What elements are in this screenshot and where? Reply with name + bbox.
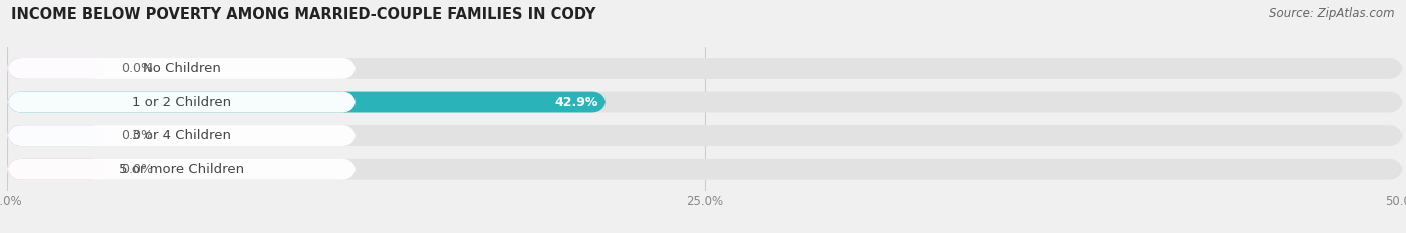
Text: 0.0%: 0.0% [121,163,153,176]
FancyBboxPatch shape [7,125,1403,146]
FancyBboxPatch shape [7,58,356,79]
Text: 5 or more Children: 5 or more Children [120,163,245,176]
FancyBboxPatch shape [7,159,1403,180]
Text: 0.0%: 0.0% [121,129,153,142]
Text: 0.0%: 0.0% [121,62,153,75]
FancyBboxPatch shape [7,159,356,180]
Text: 3 or 4 Children: 3 or 4 Children [132,129,231,142]
FancyBboxPatch shape [7,159,105,180]
Text: 42.9%: 42.9% [554,96,598,109]
Text: 1 or 2 Children: 1 or 2 Children [132,96,231,109]
Text: No Children: No Children [142,62,221,75]
FancyBboxPatch shape [7,58,105,79]
FancyBboxPatch shape [7,58,1403,79]
FancyBboxPatch shape [7,125,105,146]
FancyBboxPatch shape [7,92,356,113]
FancyBboxPatch shape [7,92,606,113]
Text: INCOME BELOW POVERTY AMONG MARRIED-COUPLE FAMILIES IN CODY: INCOME BELOW POVERTY AMONG MARRIED-COUPL… [11,7,596,22]
Text: Source: ZipAtlas.com: Source: ZipAtlas.com [1270,7,1395,20]
FancyBboxPatch shape [7,92,1403,113]
FancyBboxPatch shape [7,125,356,146]
